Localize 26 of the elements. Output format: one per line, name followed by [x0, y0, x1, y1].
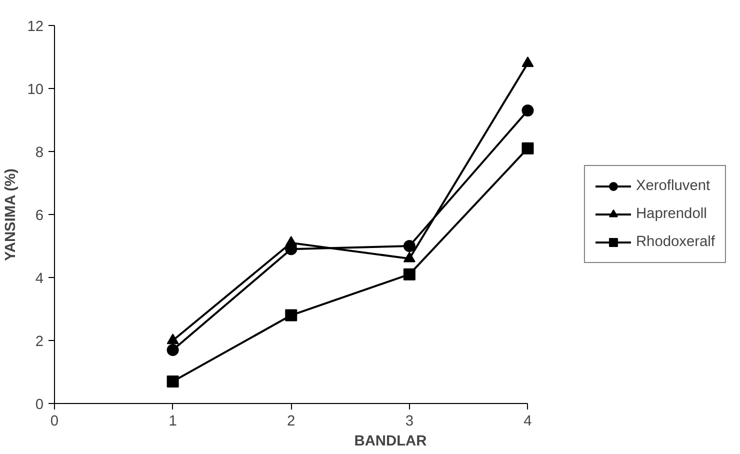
point — [522, 104, 534, 117]
x-tick-label: 1 — [168, 414, 177, 430]
x-axis-title: BANDLAR — [354, 434, 428, 450]
x-tick-label: 2 — [287, 414, 296, 430]
legend-label: Rhodoxeralf — [636, 234, 715, 250]
point — [403, 268, 416, 280]
x-tick-label: 0 — [50, 414, 59, 430]
point — [166, 334, 179, 344]
x-tick-label: 4 — [524, 414, 532, 430]
y-tick-label: 6 — [35, 208, 44, 224]
y-tick-label: 8 — [35, 145, 44, 161]
point — [285, 309, 298, 322]
y-tick-label: 10 — [27, 82, 44, 98]
y-tick-label: 0 — [35, 397, 44, 413]
x-tick-label: 3 — [405, 414, 414, 430]
y-axis-title: YANSIMA (%) — [3, 168, 20, 262]
y-tick-label: 2 — [35, 334, 44, 350]
point — [403, 252, 416, 262]
y-tick-label: 4 — [35, 271, 44, 287]
point — [522, 142, 534, 154]
point — [166, 344, 179, 356]
legend-label: Haprendoll — [636, 206, 707, 222]
y-tick-label: 12 — [27, 19, 44, 35]
point — [403, 240, 416, 252]
legend-label: Xerofluvent — [636, 178, 710, 194]
point — [166, 375, 179, 388]
